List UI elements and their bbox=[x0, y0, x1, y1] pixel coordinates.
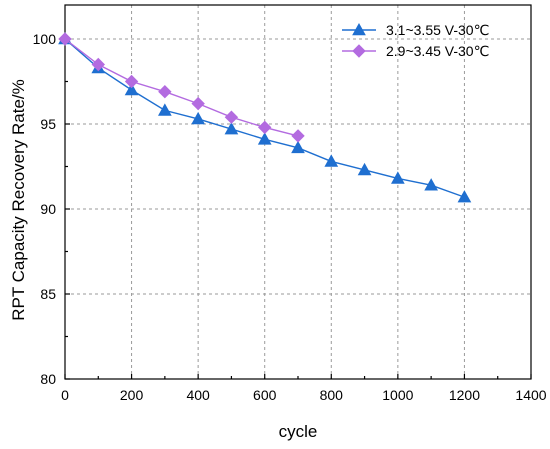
data-point bbox=[391, 171, 405, 184]
data-point bbox=[224, 122, 239, 135]
data-point bbox=[424, 178, 438, 191]
y-tick-label: 85 bbox=[40, 286, 56, 302]
legend-label: 2.9~3.45 V-30℃ bbox=[386, 43, 489, 59]
legend-marker bbox=[352, 22, 366, 36]
series-2 bbox=[58, 32, 305, 143]
data-point bbox=[158, 103, 172, 116]
y-tick-label: 80 bbox=[40, 371, 56, 387]
data-point bbox=[191, 96, 205, 111]
data-point bbox=[291, 140, 305, 154]
data-point bbox=[124, 82, 139, 96]
x-tick-label: 400 bbox=[186, 387, 210, 403]
plot-frame bbox=[64, 4, 532, 380]
data-point bbox=[357, 162, 372, 176]
series-layer bbox=[58, 31, 472, 203]
y-tick-label: 100 bbox=[33, 31, 57, 47]
x-tick-label: 1400 bbox=[515, 387, 546, 403]
legend-marker bbox=[352, 44, 366, 58]
data-point bbox=[291, 129, 305, 143]
data-point bbox=[224, 110, 239, 124]
data-point bbox=[191, 111, 205, 125]
data-point bbox=[91, 57, 105, 72]
y-tick-label: 90 bbox=[40, 201, 56, 217]
series-line bbox=[64, 38, 299, 137]
data-point bbox=[257, 132, 272, 145]
x-tick-label: 200 bbox=[120, 387, 144, 403]
legend-label: 3.1~3.55 V-30℃ bbox=[386, 22, 489, 38]
data-point bbox=[158, 84, 172, 99]
data-point bbox=[457, 190, 472, 203]
data-point bbox=[58, 32, 72, 46]
y-tick-label: 95 bbox=[40, 116, 56, 132]
series-1 bbox=[58, 31, 472, 203]
x-tick-label: 600 bbox=[253, 387, 277, 403]
x-tick-label: 1200 bbox=[449, 387, 480, 403]
legend-entry: 2.9~3.45 V-30℃ bbox=[342, 43, 489, 59]
x-tick-label: 800 bbox=[320, 387, 344, 403]
axes: 0 200 400 600 800 1000 1200 1400 80 85 90 95 100 bbox=[33, 4, 547, 403]
x-tick-label: 1000 bbox=[382, 387, 413, 403]
data-point bbox=[324, 154, 339, 167]
y-axis-title: RPT Capacity Recovery Rate/% bbox=[9, 79, 28, 321]
x-tick-label: 0 bbox=[61, 387, 69, 403]
legend: 3.1~3.55 V-30℃ 2.9~3.45 V-30℃ bbox=[342, 22, 489, 59]
data-point bbox=[124, 74, 139, 89]
legend-entry: 3.1~3.55 V-30℃ bbox=[342, 22, 489, 38]
grid bbox=[65, 5, 531, 379]
data-point bbox=[258, 120, 272, 135]
x-axis-title: cycle bbox=[279, 422, 318, 441]
